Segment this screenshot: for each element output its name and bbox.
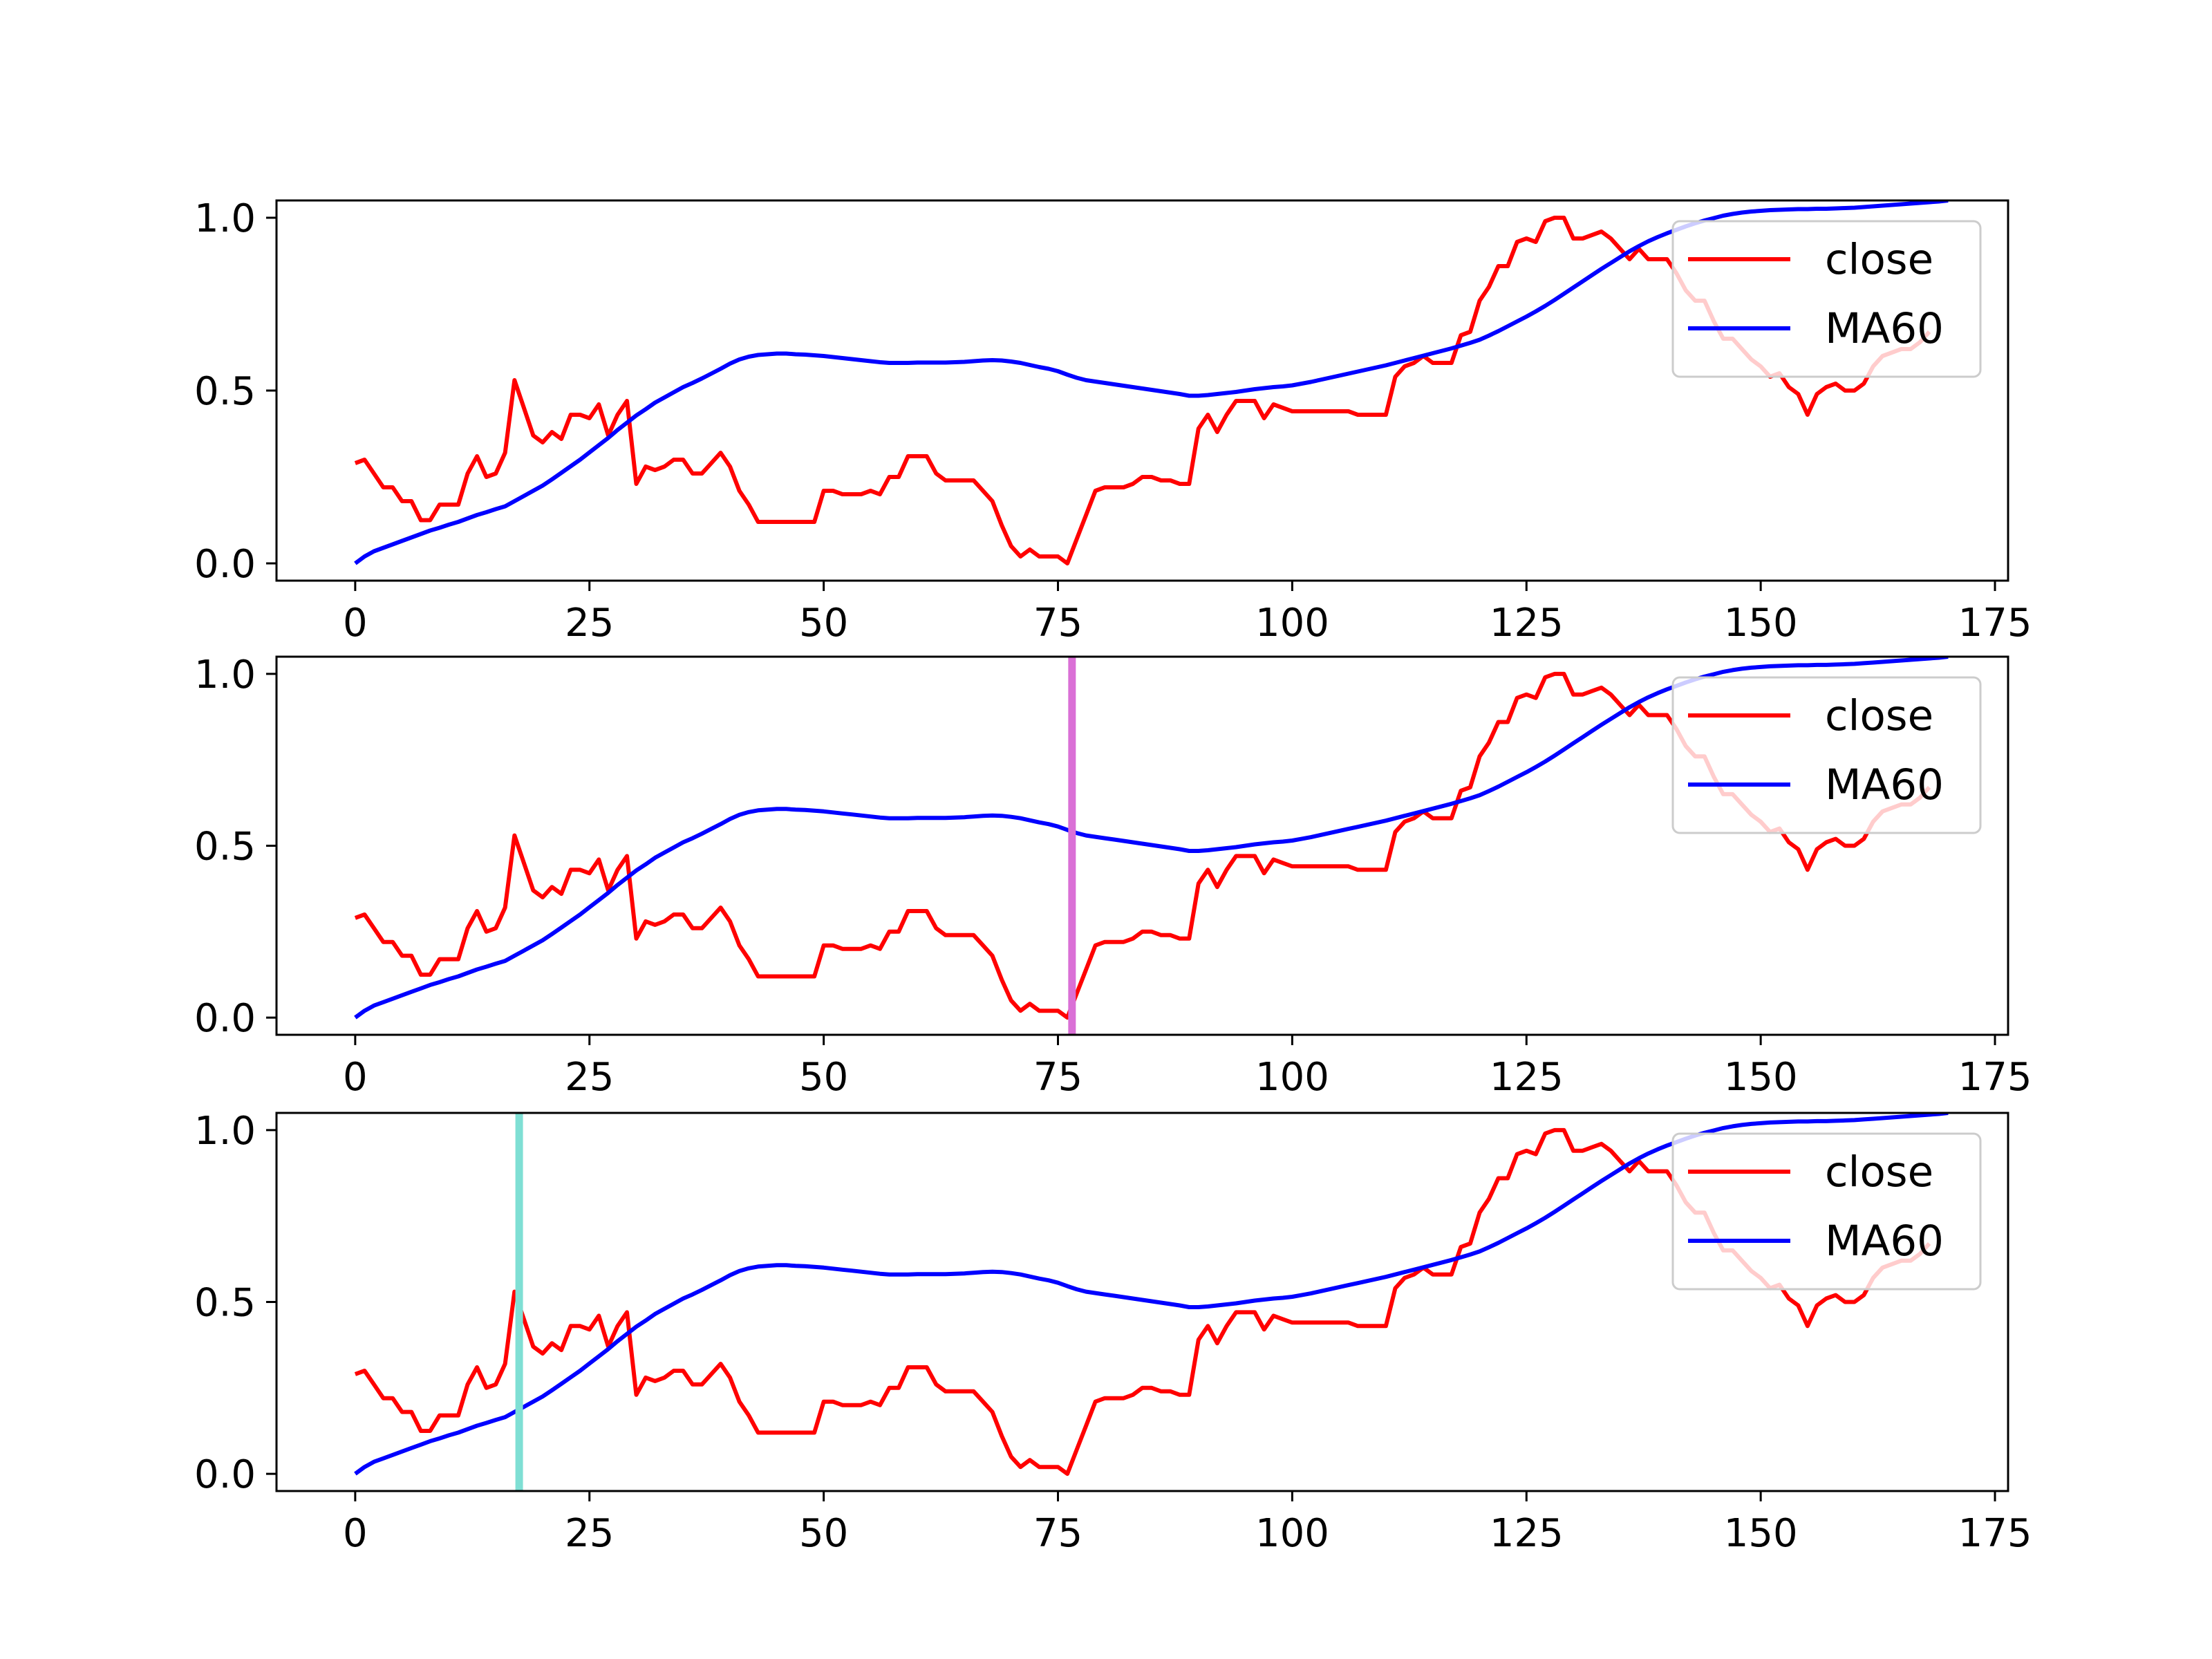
- x-tick-label: 175: [1958, 1055, 2032, 1100]
- series-line-close: [354, 216, 1931, 565]
- x-tick-label: 175: [1958, 601, 2032, 646]
- x-tick-label: 75: [1033, 601, 1082, 646]
- panel-2: close MA60 0 25 50 75 100 125 150 175 0.0 0.5 1.0: [194, 653, 2032, 1100]
- y-tick-label: 0.0: [194, 1452, 256, 1497]
- legend: close MA60: [1671, 220, 1982, 378]
- legend-label-ma60: MA60: [1825, 1217, 1944, 1266]
- x-tick-label: 25: [565, 601, 614, 646]
- x-tick-label: 100: [1255, 1055, 1329, 1100]
- y-tick-label: 0.0: [194, 542, 256, 587]
- y-tick-label: 1.0: [194, 196, 256, 241]
- x-tick-label: 125: [1490, 1511, 1564, 1556]
- legend: close MA60: [1671, 1132, 1982, 1291]
- legend: close MA60: [1671, 676, 1982, 834]
- series-line-close: [354, 671, 1931, 1020]
- y-tick-label: 0.0: [194, 996, 256, 1041]
- x-tick-label: 150: [1724, 1055, 1798, 1100]
- x-tick-label: 0: [343, 1511, 368, 1556]
- legend-label-ma60: MA60: [1825, 304, 1944, 353]
- y-tick-label: 1.0: [194, 1109, 256, 1154]
- y-tick-label: 0.5: [194, 369, 256, 414]
- panel-3: close MA60 0 25 50 75 100 125 150 175 0.0 0.5 1.0: [194, 1109, 2032, 1556]
- x-tick-label: 50: [799, 1055, 848, 1100]
- x-tick-label: 25: [565, 1055, 614, 1100]
- x-tick-label: 125: [1490, 601, 1564, 646]
- panel-1: close MA60 0 25 50 75 100 125 150 175 0.0 0.5 1.0: [194, 196, 2032, 646]
- legend-label-close: close: [1825, 235, 1933, 284]
- x-tick-label: 75: [1033, 1055, 1082, 1100]
- legend-label-close: close: [1825, 1147, 1933, 1197]
- x-tick-label: 150: [1724, 1511, 1798, 1556]
- legend-label-ma60: MA60: [1825, 760, 1944, 809]
- series-line-close: [354, 1127, 1931, 1477]
- y-tick-label: 0.5: [194, 1281, 256, 1326]
- x-tick-label: 75: [1033, 1511, 1082, 1556]
- y-tick-label: 0.5: [194, 825, 256, 870]
- x-tick-label: 150: [1724, 601, 1798, 646]
- x-tick-label: 50: [799, 601, 848, 646]
- x-tick-label: 175: [1958, 1511, 2032, 1556]
- x-tick-label: 50: [799, 1511, 848, 1556]
- y-tick-label: 1.0: [194, 653, 256, 697]
- x-tick-label: 100: [1255, 601, 1329, 646]
- x-tick-label: 125: [1490, 1055, 1564, 1100]
- x-tick-label: 100: [1255, 1511, 1329, 1556]
- x-tick-label: 25: [565, 1511, 614, 1556]
- legend-label-close: close: [1825, 691, 1933, 740]
- x-tick-label: 0: [343, 601, 368, 646]
- x-tick-label: 0: [343, 1055, 368, 1100]
